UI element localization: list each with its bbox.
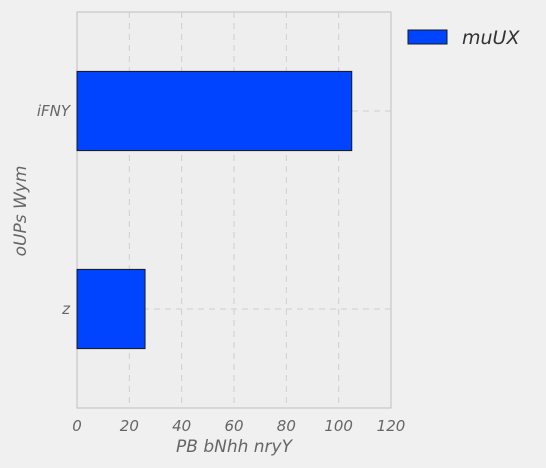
bars — [76, 70, 353, 350]
y-axis-label: oUPs Wym — [11, 166, 31, 257]
legend: muUX — [407, 27, 520, 49]
x-tick-label: 80 — [277, 417, 296, 435]
bar — [76, 268, 146, 350]
x-tick-label: 100 — [324, 417, 353, 435]
x-tick-label: 120 — [377, 417, 406, 435]
y-tick-label: z — [61, 300, 71, 318]
x-tick-labels: 0 20 40 60 80 100 120 — [72, 417, 405, 435]
y-tick-labels: iFNY z — [37, 102, 72, 318]
legend-swatch — [407, 29, 448, 45]
x-tick-label: 40 — [172, 417, 191, 435]
x-tick-label: 0 — [72, 417, 82, 435]
y-tick-label: iFNY — [37, 102, 72, 120]
bar — [76, 70, 353, 152]
x-tick-label: 60 — [224, 417, 243, 435]
legend-label: muUX — [462, 27, 520, 49]
x-tick-label: 20 — [120, 417, 139, 435]
x-axis-label: PB bNhh nryY — [176, 437, 294, 457]
